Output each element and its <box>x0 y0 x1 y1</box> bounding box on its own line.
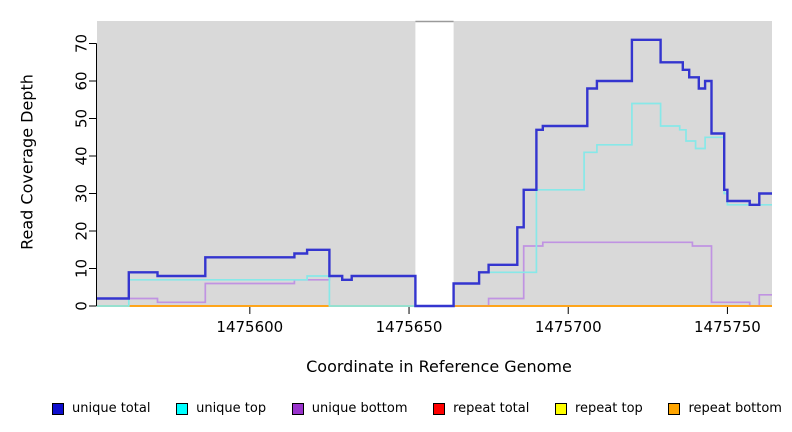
legend: unique total unique top unique bottom re… <box>52 401 782 417</box>
x-tick-label: 1475600 <box>216 318 283 336</box>
legend-item-unique-bottom: unique bottom <box>291 401 408 417</box>
series-line-unique-top <box>97 102 772 307</box>
legend-label: repeat top <box>575 401 643 416</box>
y-tick-label: 10 <box>73 259 91 278</box>
y-tick-label: 70 <box>73 34 91 53</box>
y-axis: 0 10 20 30 40 50 60 70 <box>73 34 97 311</box>
legend-item-unique-top: unique top <box>176 401 266 417</box>
legend-item-unique-total: unique total <box>52 401 150 417</box>
y-tick-label: 30 <box>73 184 91 203</box>
y-tick-label: 60 <box>73 71 91 90</box>
legend-label: unique top <box>196 401 267 416</box>
y-axis-title: Read Coverage Depth <box>17 74 37 250</box>
legend-item-repeat-top: repeat top <box>555 401 643 417</box>
unique-top-swatch-icon <box>176 403 189 415</box>
repeat-total-swatch-icon <box>433 403 446 415</box>
repeat-top-swatch-icon <box>555 403 567 415</box>
unique-bottom-swatch-icon <box>291 403 304 415</box>
y-tick-label: 20 <box>73 221 91 240</box>
unique-total-swatch-icon <box>52 403 64 415</box>
x-tick-label: 1475650 <box>376 318 443 336</box>
legend-label: unique bottom <box>311 401 408 416</box>
panel-bg-left <box>97 21 416 306</box>
legend-label: unique total <box>72 401 151 416</box>
x-tick-label: 1475700 <box>535 318 602 336</box>
repeat-bottom-swatch-icon <box>668 403 681 415</box>
legend-item-repeat-total: repeat total <box>433 401 529 417</box>
series-line-unique-total <box>97 38 772 308</box>
x-axis: 1475600 1475650 1475700 1475750 <box>216 307 761 336</box>
panel-bg-right <box>453 21 772 306</box>
legend-label: repeat bottom <box>688 401 782 416</box>
legend-item-repeat-bottom: repeat bottom <box>668 401 782 417</box>
y-tick-label: 50 <box>73 109 91 128</box>
x-tick-label: 1475750 <box>694 318 761 336</box>
x-axis-title: Coordinate in Reference Genome <box>306 357 572 376</box>
y-tick-label: 40 <box>73 146 91 165</box>
legend-label: repeat total <box>453 401 530 416</box>
y-tick-label: 0 <box>73 301 91 311</box>
